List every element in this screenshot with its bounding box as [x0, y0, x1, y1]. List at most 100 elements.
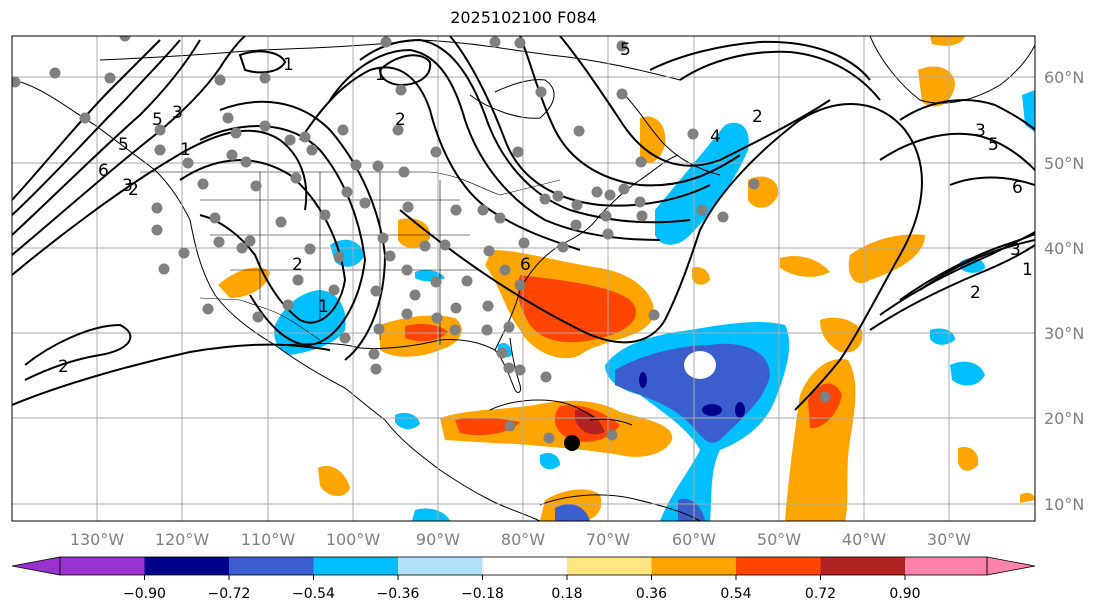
anomaly-positive-azores — [780, 255, 830, 277]
contour-east-3 — [679, 50, 881, 101]
contour-west-3 — [12, 39, 201, 236]
contour-label: 3 — [1010, 240, 1021, 260]
contour-trough-1 — [179, 159, 347, 324]
coastline-cuba — [489, 399, 596, 419]
anomaly-positive-labrador — [640, 116, 666, 164]
anomaly-negative-small-1 — [395, 412, 420, 430]
colorbar-tick-label: 0.72 — [805, 586, 836, 602]
colorbar-tick-label: −0.90 — [123, 586, 166, 602]
lat-label: 60°N — [1044, 68, 1084, 87]
lon-label: 110°W — [241, 530, 296, 549]
contour-ridge-3 — [359, 38, 691, 224]
contour-label: 2 — [970, 283, 981, 303]
coastline-hispaniola — [589, 418, 633, 426]
colorbar-bin — [736, 557, 821, 575]
colorbar-bin — [482, 557, 567, 575]
anomaly-positive-small-5 — [692, 267, 710, 285]
lon-label: 100°W — [326, 530, 381, 549]
latitude-labels: 60°N 50°N 40°N 30°N 20°N 10°N — [1044, 68, 1084, 514]
contour-label: 3 — [975, 121, 986, 141]
contour-ridge-1 — [299, 66, 581, 251]
contour-label: 1 — [375, 65, 386, 85]
contour-west-1 — [12, 39, 161, 201]
colorbar-bin — [651, 557, 736, 575]
contour-east-1 — [559, 36, 831, 167]
colorbar-bin — [313, 557, 398, 575]
contour-west-4 — [12, 36, 246, 256]
colorbar-bin — [905, 557, 987, 575]
colorbar-bin — [144, 557, 229, 575]
contour-trough-2 — [199, 125, 367, 347]
colorbar-tick-label: −0.72 — [208, 586, 251, 602]
anomaly-positive-small-3 — [1020, 492, 1035, 503]
contour-east-4 — [879, 132, 1035, 171]
lat-label: 50°N — [1044, 154, 1084, 173]
anomaly-positive-caribbean-west — [455, 417, 520, 436]
colorbar-tick-label: −0.18 — [461, 586, 504, 602]
longitude-labels: 130°W 120°W 110°W 100°W 90°W 80°W 70°W 6… — [70, 530, 971, 549]
contour-label: 6 — [98, 161, 109, 181]
contour-east-5 — [899, 99, 1035, 131]
lon-label: 120°W — [155, 530, 210, 549]
contour-label: 5 — [988, 135, 999, 155]
colorbar-bin — [229, 557, 314, 575]
contour-label: 3 — [172, 103, 183, 123]
anomaly-negative-small-2 — [540, 453, 560, 470]
contour-labels: 6 5 3 2 1 1 1 2 2 1 6 2 4 3 5 6 1 2 3 2 … — [58, 40, 1033, 377]
colorbar-bin — [398, 557, 483, 575]
colorbar-arrow-right — [986, 556, 1036, 576]
contour-label: 2 — [58, 357, 69, 377]
contour-label: 5 — [152, 110, 163, 130]
contour-east-6 — [949, 176, 1035, 186]
colorbar-tick-label: 0.36 — [636, 586, 667, 602]
contour-se-3 — [899, 233, 1035, 301]
colorbar-tick-label: 0.90 — [889, 586, 920, 602]
colorbar-bin — [820, 557, 905, 575]
contour-label: 1 — [180, 140, 191, 160]
anomaly-positive-northeast — [820, 317, 863, 353]
contour-south-2 — [24, 323, 132, 381]
anomaly-negative-max-3 — [735, 402, 745, 418]
contour-west-5 — [12, 129, 308, 276]
coastline-greenland — [869, 36, 1035, 104]
coastline-florida — [509, 337, 521, 393]
lon-label: 70°W — [586, 530, 630, 549]
contour-label: 2 — [292, 255, 303, 275]
contour-label: 3 — [122, 176, 133, 196]
anomaly-negative-max-1 — [639, 372, 647, 388]
colorbar-tick-label: −0.36 — [377, 586, 420, 602]
contour-label: 5 — [118, 135, 129, 155]
map-border — [11, 35, 1036, 522]
contour-big-loop — [399, 103, 923, 411]
map-title: 2025102100 F084 — [450, 8, 597, 27]
contour-label: 1 — [318, 297, 329, 317]
contour-label: 2 — [128, 180, 139, 200]
border-us-mexico — [199, 297, 321, 341]
colorbar-tick-label: 0.18 — [551, 586, 582, 602]
anomaly-negative-hole — [684, 351, 716, 379]
anomaly-positive-small-1 — [318, 466, 350, 497]
colorbar: −0.90 −0.72 −0.54 −0.36 −0.18 0.18 0.36 … — [11, 556, 1036, 602]
lon-label: 40°W — [842, 530, 886, 549]
coastline-central-america — [384, 419, 541, 521]
coastline-east — [494, 154, 679, 351]
lat-label: 40°N — [1044, 239, 1084, 258]
anomaly-negative-max-2 — [702, 404, 722, 416]
contour-label: 6 — [520, 255, 531, 275]
anomaly-positive-caribbean-max — [575, 409, 605, 435]
lat-label: 10°N — [1044, 495, 1084, 514]
lat-label: 30°N — [1044, 324, 1084, 343]
coastline-hudson — [469, 79, 555, 119]
anomaly-positive-caribbean — [440, 400, 673, 457]
lon-label: 90°W — [416, 530, 460, 549]
anomaly-negative-small-3 — [950, 361, 985, 386]
contour-north-small-2 — [238, 50, 287, 74]
coastline-south-america — [539, 494, 701, 521]
station-markers — [12, 36, 831, 444]
lon-label: 60°W — [672, 530, 716, 549]
colorbar-bin — [567, 557, 652, 575]
lon-label: 50°W — [757, 530, 801, 549]
contour-label: 1 — [283, 55, 294, 75]
contour-label: 5 — [620, 40, 631, 60]
contour-label: 2 — [752, 107, 763, 127]
